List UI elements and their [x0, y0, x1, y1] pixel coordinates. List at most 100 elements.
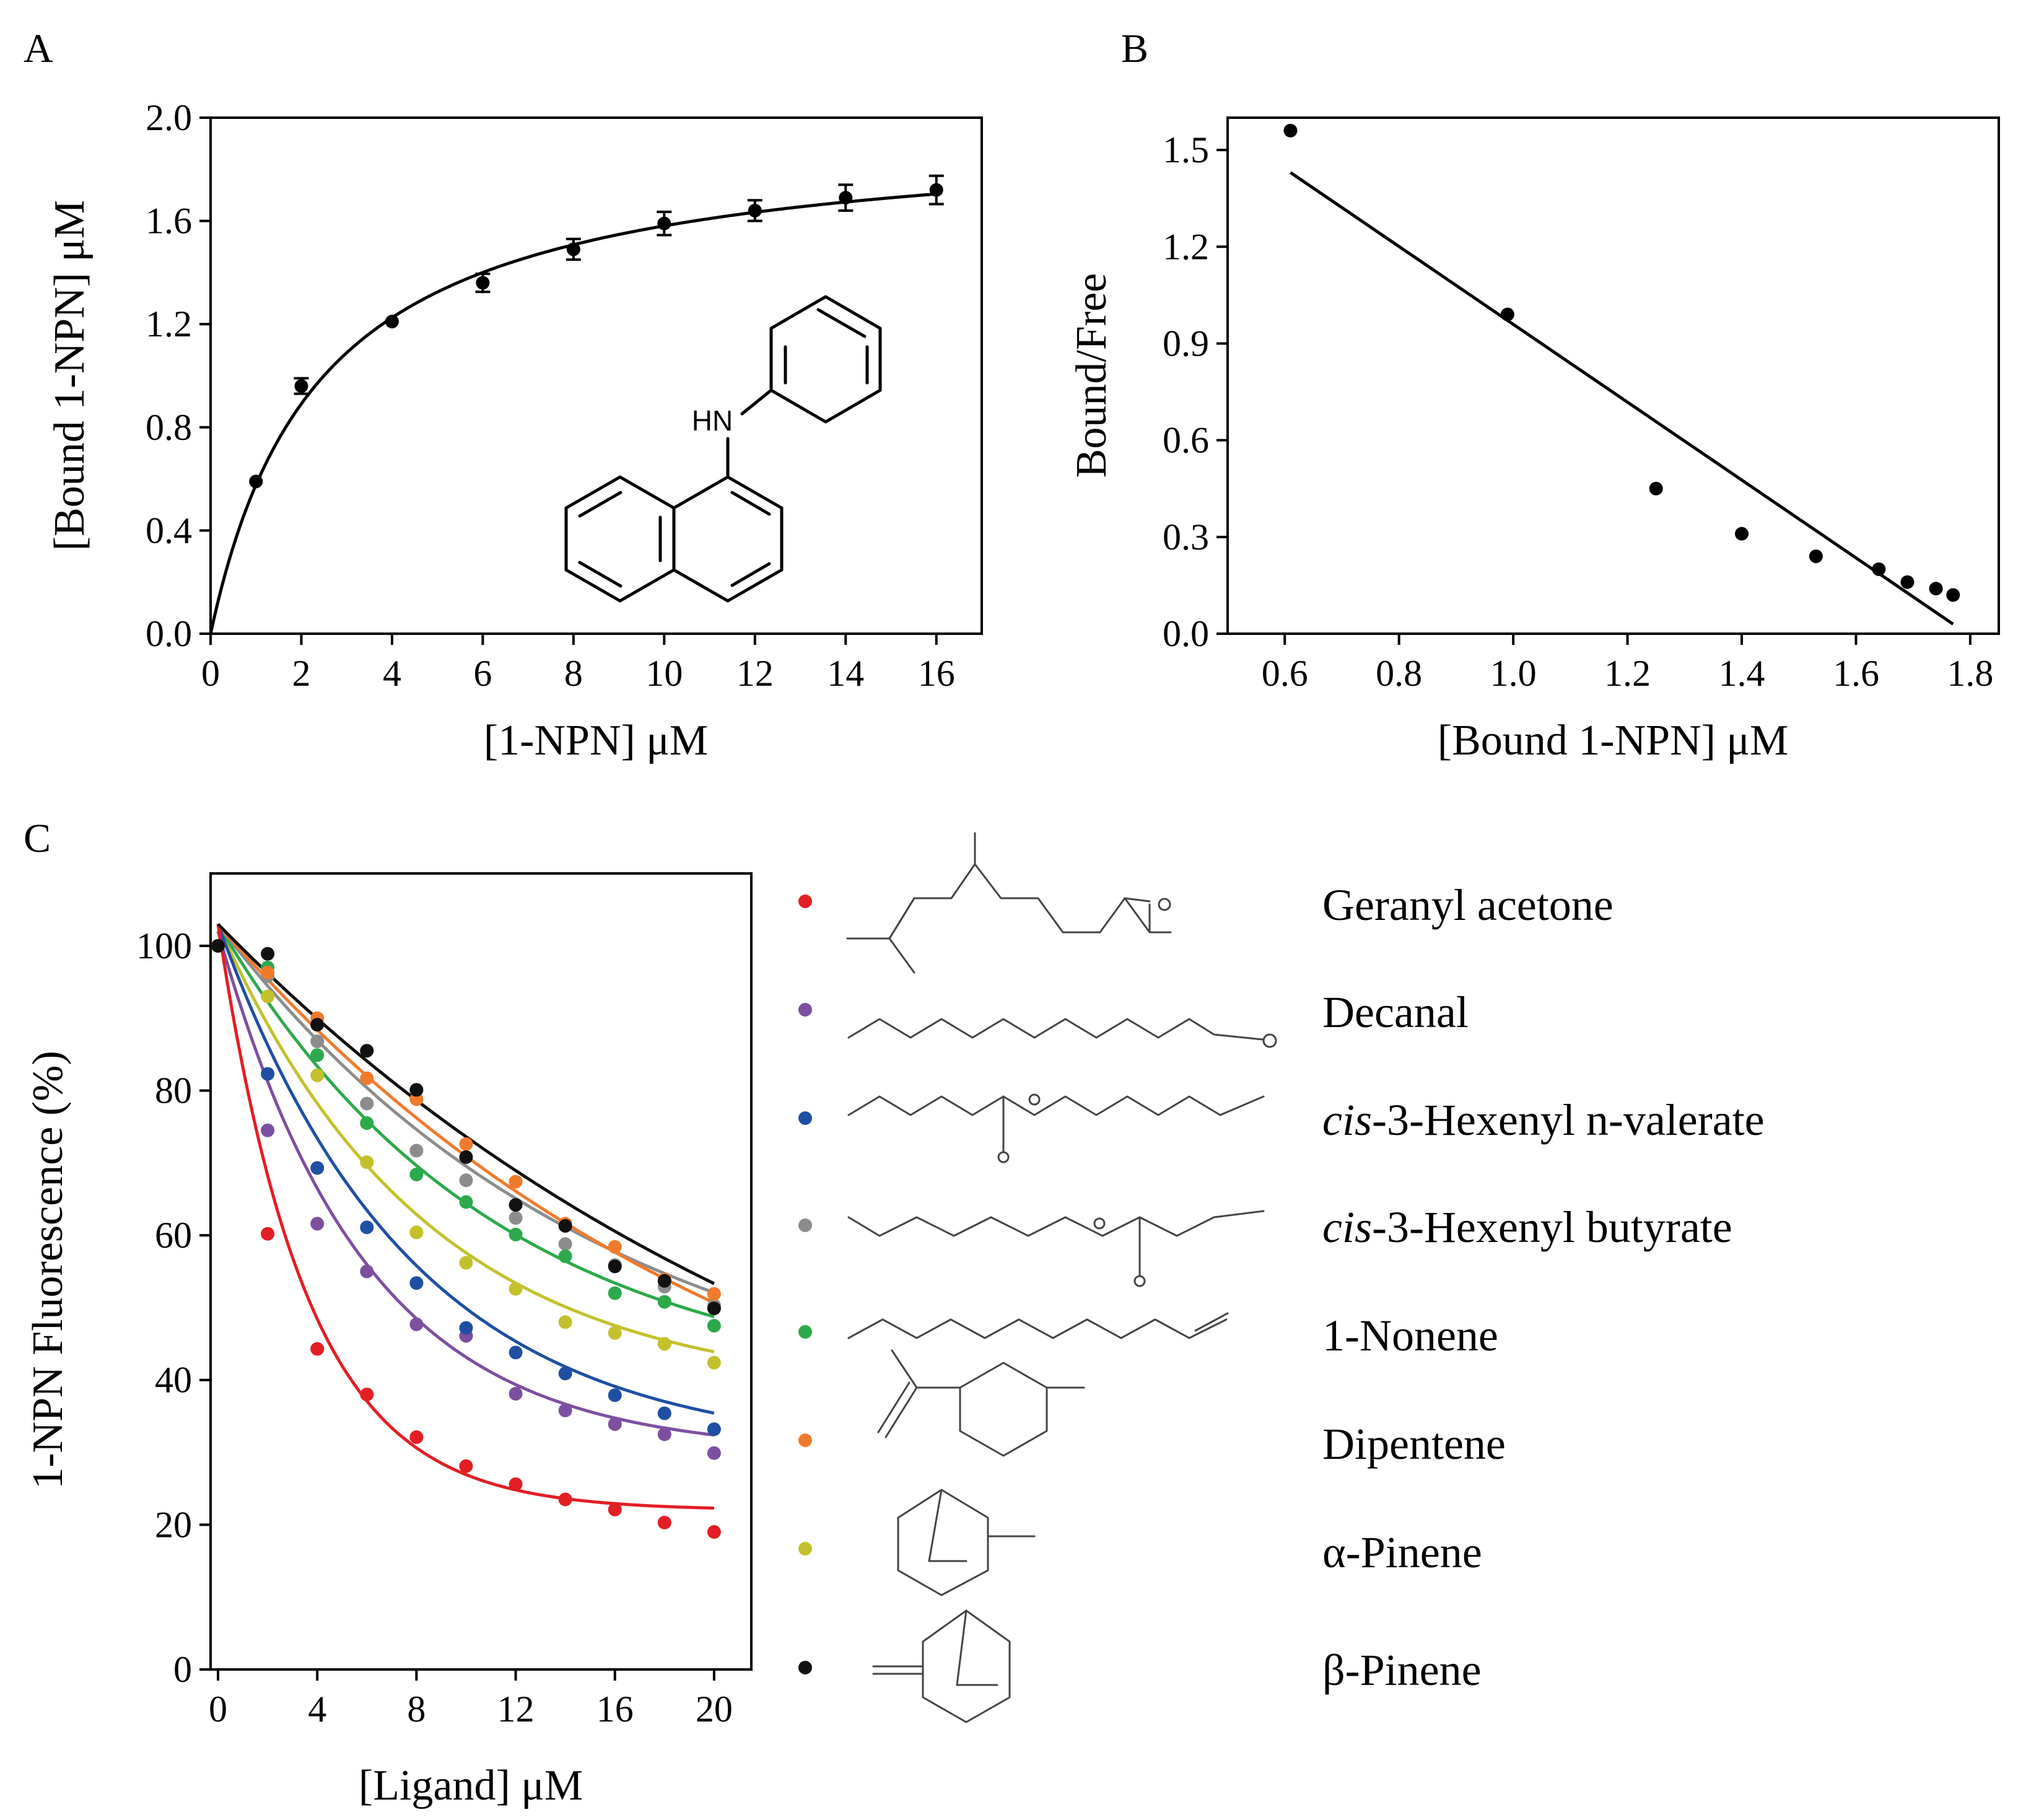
panel-b-ylabel: Bound/Free: [1068, 273, 1116, 478]
legend-marker: [798, 1218, 812, 1232]
panel-c-data-point: [360, 1155, 374, 1170]
panel-c-data-point: [608, 1502, 622, 1516]
panel-c-data-point: [409, 1276, 424, 1290]
structure-ring: [922, 1609, 1011, 1723]
structure-branch: [888, 937, 915, 974]
npn-naphthalene-double-bond: [730, 491, 771, 516]
decanal-structure: [847, 1018, 1277, 1048]
panel-c-data-point: [509, 1211, 523, 1225]
panel-a-plot-frame: [209, 116, 983, 635]
legend-marker: [798, 1433, 812, 1447]
npn-phenyl-ring: [769, 295, 882, 424]
x-tick-label: 0.8: [1376, 653, 1422, 694]
panel-c-plot-frame: [209, 872, 753, 1671]
panel-c-fit-curve: [216, 923, 715, 1415]
panel-a-data-point: [929, 183, 943, 197]
panel-c-data-point: [707, 1355, 721, 1370]
panel-b-data-layer: [1283, 123, 1960, 602]
panel-c-data-point: [608, 1388, 622, 1402]
y-tick-label: 40: [155, 1360, 192, 1401]
dipentene-structure: [877, 1349, 1085, 1457]
panel-c-data-point: [310, 1018, 325, 1032]
panel-c-data-point: [261, 947, 275, 961]
y-tick-label: 100: [136, 925, 192, 966]
y-tick-label: 0.9: [1163, 323, 1209, 364]
y-tick-label: 0.3: [1163, 517, 1209, 558]
panel-c-data-point: [558, 1237, 572, 1251]
panel-a-data-point: [294, 379, 308, 393]
panel-c-data-point: [310, 1035, 325, 1049]
y-tick-label: 1.2: [1163, 226, 1209, 267]
panel-c-data-point: [707, 1422, 721, 1437]
panel-c-data-point: [657, 1406, 671, 1420]
panel-c-ylabel: 1-NPN Fluorescence (%): [24, 1051, 72, 1489]
x-tick-label: 12: [736, 653, 774, 694]
panel-c-data-point: [657, 1337, 671, 1351]
structure-chain: [847, 1318, 1228, 1339]
structure-ring: [897, 1489, 989, 1596]
panel-c-data-point: [459, 1256, 473, 1270]
panel-b-data-point: [1283, 123, 1298, 138]
structure-oxygen: [1158, 898, 1171, 911]
x-tick-label: 10: [645, 653, 683, 694]
panel-c-data-point: [707, 1319, 721, 1333]
panel-c-data-point: [409, 1083, 424, 1097]
panel-c-data-point: [459, 1195, 473, 1209]
x-tick-label: 1.0: [1490, 653, 1537, 694]
legend-marker: [798, 1542, 812, 1555]
x-tick-label: 14: [827, 653, 864, 694]
x-tick-label: 0: [201, 653, 220, 694]
structure-oxygen: [1028, 1093, 1041, 1106]
panel-c-data-point: [509, 1345, 523, 1360]
legend-label-alpha-pinene: α-Pinene: [1322, 1528, 1482, 1577]
panel-c-data-point: [558, 1315, 572, 1329]
panel-c-data-point: [261, 1123, 275, 1137]
panel-c-data-point: [409, 1317, 424, 1331]
legend-marker: [798, 1325, 812, 1339]
panel-c-fit-curve: [216, 924, 714, 1510]
panel-c-data-point: [707, 1287, 721, 1301]
panel-c-data-point: [707, 1525, 721, 1539]
panel-b-data-point: [1500, 307, 1514, 322]
y-tick-label: 1.6: [146, 201, 192, 242]
y-tick-label: 0.8: [146, 407, 192, 448]
x-tick-label: 20: [696, 1689, 733, 1730]
structure-bridge: [956, 1609, 967, 1686]
legend-marker: [798, 895, 812, 908]
panel-c-data-point: [360, 1264, 374, 1279]
panel-c-data-point: [310, 1161, 325, 1175]
panel-c-data-point: [459, 1459, 473, 1473]
panel-c-data-point: [310, 1342, 325, 1356]
x-tick-label: 2: [292, 653, 310, 694]
panel-c-data-point: [657, 1274, 671, 1288]
nonene-structure: [847, 1312, 1229, 1339]
panel-a-data-point: [566, 242, 580, 256]
x-tick-label: 8: [407, 1689, 426, 1730]
panel-c-data-point: [509, 1227, 523, 1241]
structure-bridge: [928, 1489, 943, 1562]
x-tick-label: 16: [918, 653, 955, 694]
panel-c-data-layer: [211, 938, 721, 1539]
legend-label-hexenyl-valerate: cis-3-Hexenyl n-valerate: [1322, 1095, 1765, 1145]
panel-c-data-point: [707, 1302, 721, 1316]
panel-c-fit-curve: [217, 923, 715, 1285]
panel-b-ticks: 0.6 0.8 1.0 1.2 1.4 1.6 1.8 0.0 0.3 0.6 0.9 1.2 1.5: [1163, 129, 1993, 694]
panel-b-plot-frame: [1226, 116, 2000, 635]
panel-a-binding-curve: 0 2 4 6 8 10 12 14 16 0.0 0.4 0.8 1.2 1.6 2.0 [1-NPN] …: [46, 97, 983, 764]
legend-label-rest: -3-Hexenyl n-valerate: [1372, 1095, 1765, 1145]
panel-b-data-point: [1809, 549, 1823, 564]
panel-b-data-point: [1735, 527, 1749, 541]
y-tick-label: 0.4: [146, 510, 192, 551]
panel-b-data-point: [1900, 575, 1915, 589]
npn-n-phenyl-bond: [740, 388, 773, 416]
x-tick-label: 12: [497, 1689, 535, 1730]
structure-double-bond: [884, 1386, 918, 1438]
panel-c-xlabel: [Ligand] μM: [359, 1762, 583, 1809]
geranyl-acetone-structure: [846, 832, 1172, 974]
panel-c-data-point: [360, 1071, 374, 1085]
panel-b-data-point: [1872, 562, 1886, 576]
panel-c-data-point: [657, 1295, 671, 1309]
legend-label-beta-pinene: β-Pinene: [1322, 1645, 1482, 1695]
panel-c-data-point: [261, 1227, 275, 1241]
x-tick-label: 6: [473, 653, 492, 694]
